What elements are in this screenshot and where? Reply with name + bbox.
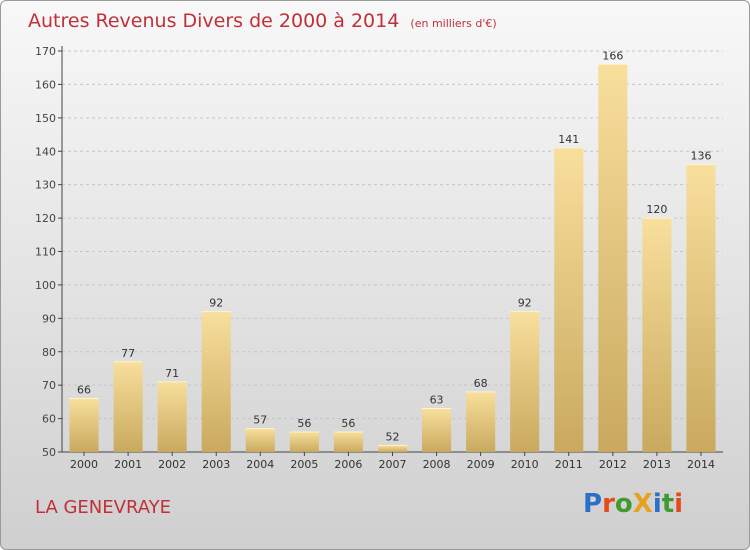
bar: [157, 381, 187, 452]
y-tick-label: 140: [35, 145, 56, 158]
bars: [69, 63, 716, 453]
bar: [642, 218, 672, 452]
y-tick-label: 120: [35, 212, 56, 225]
x-tick-label: 2005: [290, 458, 318, 471]
bar-value-label: 141: [558, 133, 579, 146]
bar-value-label: 136: [690, 150, 711, 163]
x-tick-label: 2003: [202, 458, 230, 471]
y-tick-label: 100: [35, 279, 56, 292]
bar: [554, 147, 584, 453]
bar: [245, 428, 275, 452]
x-tick-label: 2004: [246, 458, 274, 471]
logo-letter: i: [652, 489, 662, 519]
y-tick-label: 130: [35, 179, 56, 192]
logo-letter: r: [602, 489, 615, 519]
bar-value-label: 92: [518, 297, 532, 310]
bar: [686, 164, 716, 452]
x-tick-label: 2009: [467, 458, 495, 471]
bar: [598, 64, 628, 452]
y-tick-label: 170: [35, 45, 56, 58]
y-tick-label: 80: [42, 346, 56, 359]
proxiti-logo[interactable]: ProXiti: [583, 489, 683, 519]
chart-title-unit: (en milliers d'€): [410, 17, 497, 30]
labels: 66 2000 77 2001 71 2002 92 2003 57 2004 56 2005 56 20…: [70, 49, 715, 471]
logo-letter: P: [583, 489, 603, 519]
x-tick-label: 2000: [70, 458, 98, 471]
bar-value-label: 56: [297, 417, 311, 430]
bar-value-label: 63: [430, 394, 444, 407]
commune-name: LA GENEVRAYE: [35, 497, 172, 518]
logo-letter: i: [674, 489, 684, 519]
bar-value-label: 57: [253, 414, 267, 427]
bar-value-label: 71: [165, 367, 179, 380]
x-tick-label: 2006: [334, 458, 362, 471]
bar: [422, 408, 452, 452]
bar: [201, 311, 231, 452]
logo-letter: t: [661, 489, 675, 519]
y-tick-label: 70: [42, 379, 56, 392]
x-tick-label: 2010: [511, 458, 539, 471]
x-tick-label: 2014: [687, 458, 715, 471]
chart-title-main: Autres Revenus Divers de 2000 à 2014: [28, 10, 400, 32]
bar-value-label: 68: [474, 377, 488, 390]
bar-value-label: 77: [121, 347, 135, 360]
x-tick-label: 2007: [379, 458, 407, 471]
bar: [333, 431, 363, 452]
y-tick-label: 150: [35, 112, 56, 125]
bar-value-label: 92: [209, 297, 223, 310]
bar: [510, 311, 540, 452]
bar-value-label: 120: [646, 203, 667, 216]
bar-value-label: 56: [341, 417, 355, 430]
x-tick-label: 2012: [599, 458, 627, 471]
bar: [377, 445, 408, 452]
bar: [466, 391, 496, 452]
bar: [113, 361, 143, 452]
bar: [289, 431, 319, 452]
y-tick-label: 50: [42, 446, 56, 459]
x-tick-label: 2008: [423, 458, 451, 471]
y-tick-label: 90: [42, 312, 56, 325]
logo-letter: X: [632, 489, 653, 519]
y-tick-label: 110: [35, 246, 56, 259]
y-tick-label: 60: [42, 413, 56, 426]
bar-value-label: 52: [386, 430, 400, 443]
x-tick-label: 2013: [643, 458, 671, 471]
x-tick-label: 2001: [114, 458, 142, 471]
logo-letter: o: [614, 489, 633, 519]
bar-value-label: 166: [602, 49, 623, 62]
y-tick-label: 160: [35, 78, 56, 91]
bar-value-label: 66: [77, 384, 91, 397]
bar: [69, 398, 99, 452]
x-tick-label: 2011: [555, 458, 583, 471]
chart-title: Autres Revenus Divers de 2000 à 2014 (en…: [28, 10, 497, 32]
x-tick-label: 2002: [158, 458, 186, 471]
